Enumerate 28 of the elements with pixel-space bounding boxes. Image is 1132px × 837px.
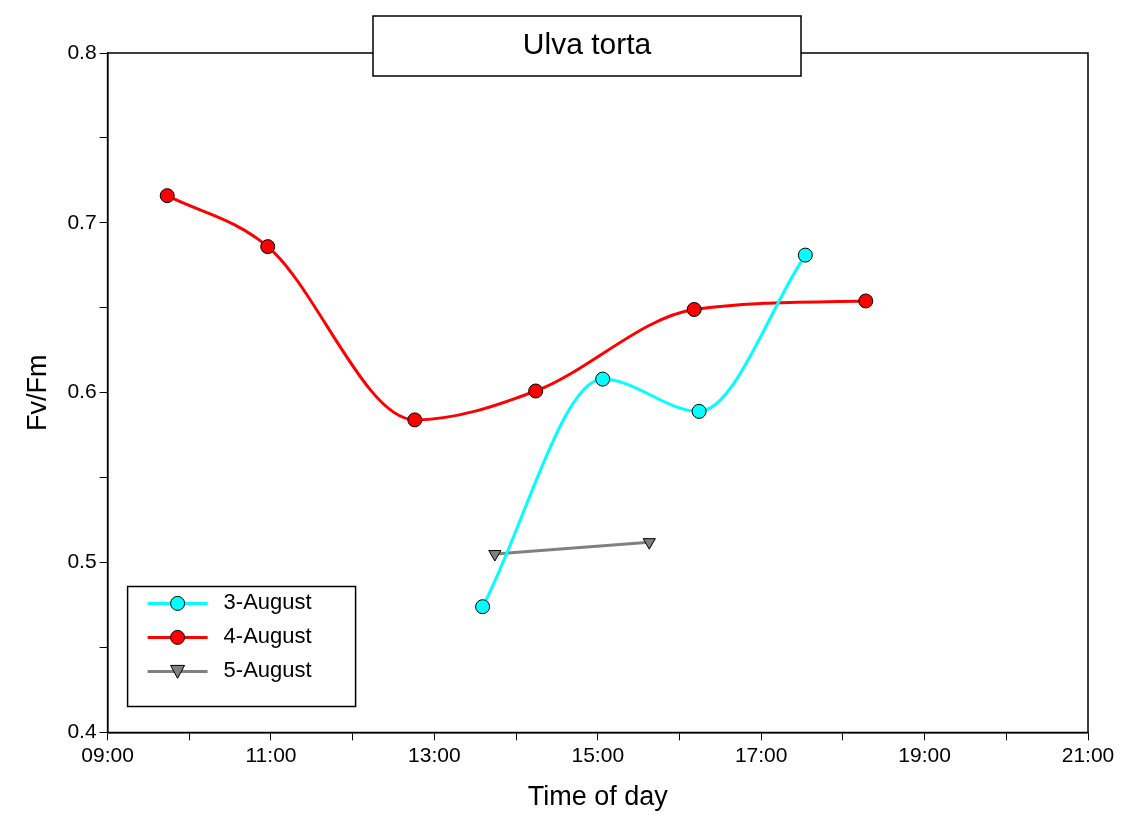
point <box>686 301 702 317</box>
x-axis-title: Time of day <box>527 781 669 812</box>
point <box>858 293 874 309</box>
legend-label: 5-August <box>223 657 312 683</box>
y-tick-label: 0.8 <box>67 39 97 63</box>
x-tick-label: 19:00 <box>898 742 951 766</box>
legend-label: 3-August <box>223 589 312 615</box>
x-tick-label: 11:00 <box>245 742 297 766</box>
chart-title: Ulva torta <box>522 27 652 61</box>
y-tick-label: 0.4 <box>67 719 97 743</box>
point <box>528 383 544 399</box>
y-tick-label: 0.5 <box>67 549 97 573</box>
y-tick-label: 0.7 <box>67 209 97 233</box>
x-tick-label: 21:00 <box>1061 742 1115 766</box>
x-tick-label: 09:00 <box>81 742 134 766</box>
x-tick-label: 13:00 <box>408 742 461 766</box>
point <box>595 371 611 387</box>
point <box>159 188 175 204</box>
point <box>407 412 423 428</box>
x-tick-label: 15:00 <box>571 742 625 766</box>
point <box>797 247 813 263</box>
x-tick-label: 17:00 <box>734 742 788 766</box>
point <box>260 239 276 255</box>
legend-label: 4-August <box>223 623 312 649</box>
y-tick-label: 0.6 <box>67 379 97 403</box>
point <box>691 403 707 419</box>
y-axis-title: Fv/Fm <box>21 354 52 431</box>
point <box>475 599 491 615</box>
